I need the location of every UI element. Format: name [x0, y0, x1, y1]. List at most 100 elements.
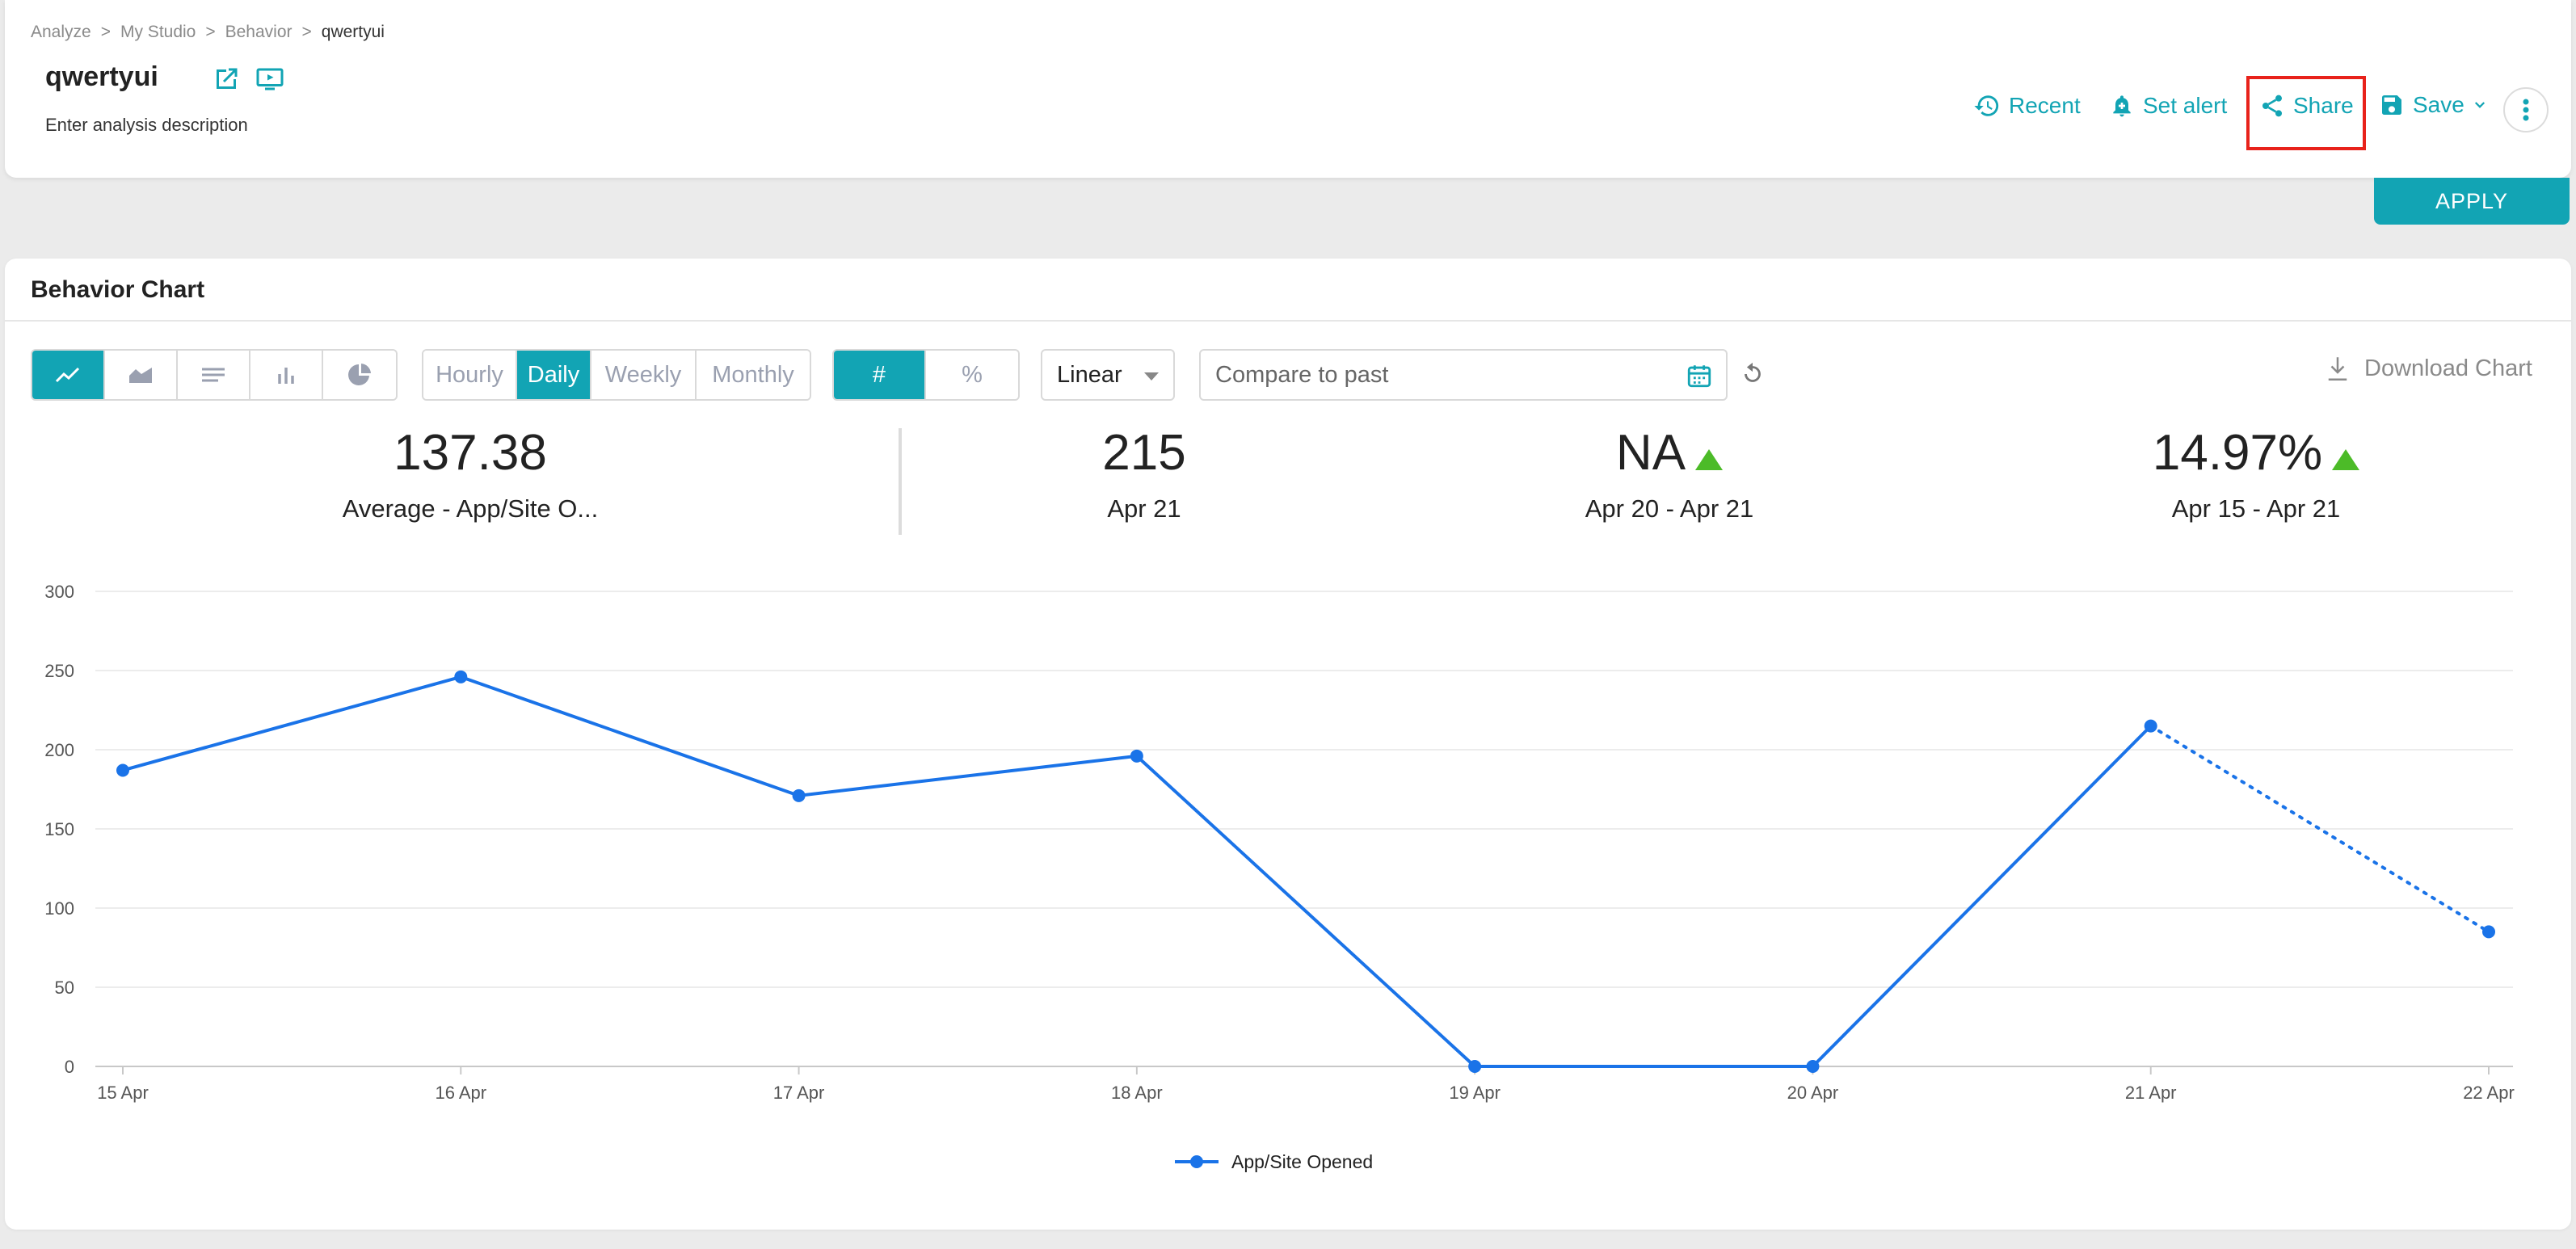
granularity-weekly[interactable]: Weekly — [591, 351, 697, 399]
breadcrumb-item-analyze[interactable]: Analyze — [31, 23, 91, 41]
stat-label: Average - App/Site O... — [342, 494, 599, 523]
behavior-line-chart: 0 50 100 150 200 250 300 15 Apr 16 Apr 17 Apr 18 A… — [44, 582, 2515, 1172]
data-point — [1806, 1060, 1820, 1073]
line-chart-icon — [55, 367, 80, 383]
x-tick-label: 15 Apr — [97, 1083, 149, 1103]
set-alert-label: Set alert — [2143, 93, 2228, 118]
stat-day-change: NA Apr 20 - Apr 21 — [1484, 428, 1855, 524]
x-tick-label: 17 Apr — [773, 1083, 825, 1103]
analysis-header: Analyze > My Studio > Behavior > qwertyu… — [5, 0, 2571, 178]
bar-horizontal-icon — [202, 368, 225, 382]
granularity-selector: Hourly Daily Weekly Monthly — [422, 349, 811, 401]
y-tick-label: 150 — [44, 819, 74, 839]
caret-down-icon — [1144, 372, 1159, 381]
legend-marker — [1190, 1155, 1203, 1168]
breadcrumb-item-behavior[interactable]: Behavior — [225, 23, 293, 41]
compare-to-past-input[interactable]: Compare to past — [1199, 349, 1728, 401]
stat-period-change: 14.97% Apr 15 - Apr 21 — [2070, 428, 2442, 524]
calendar-icon[interactable] — [1686, 362, 1713, 389]
recent-label: Recent — [2009, 93, 2081, 118]
breadcrumb-item-current: qwertyui — [321, 23, 385, 41]
y-tick-label: 250 — [44, 661, 74, 681]
download-chart-label: Download Chart — [2364, 355, 2532, 381]
share-highlight-box — [2246, 76, 2366, 150]
granularity-hourly[interactable]: Hourly — [423, 351, 517, 399]
breadcrumb: Analyze > My Studio > Behavior > qwertyu… — [31, 23, 385, 42]
open-external-icon[interactable] — [212, 65, 241, 94]
breadcrumb-separator: > — [301, 23, 312, 41]
save-label: Save — [2413, 92, 2464, 117]
presentation-icon[interactable] — [255, 65, 284, 94]
download-chart-button[interactable]: Download Chart — [2326, 354, 2532, 383]
stat-value: NA — [1615, 425, 1686, 481]
value-mode-count[interactable]: # — [834, 351, 926, 399]
set-alert-button[interactable]: Set alert — [2109, 92, 2227, 120]
area-chart-icon — [129, 368, 152, 383]
legend-label: App/Site Opened — [1231, 1151, 1373, 1172]
more-vertical-icon — [2523, 99, 2529, 121]
granularity-daily[interactable]: Daily — [517, 351, 591, 399]
save-button[interactable]: Save — [2379, 92, 2487, 118]
trend-up-icon — [2332, 449, 2360, 470]
stat-label: Apr 20 - Apr 21 — [1585, 494, 1754, 523]
stat-value: 215 — [1102, 425, 1186, 481]
more-options-button[interactable] — [2503, 87, 2549, 132]
y-tick-label: 0 — [65, 1057, 74, 1077]
share-icon — [2262, 95, 2282, 117]
compare-placeholder: Compare to past — [1215, 361, 1389, 388]
data-point — [116, 763, 129, 777]
data-point — [792, 789, 806, 802]
behavior-chart-card: Behavior Chart Hourly Daily Weekly Month… — [5, 259, 2571, 1230]
data-point — [2144, 719, 2157, 733]
analysis-description[interactable]: Enter analysis description — [45, 115, 248, 135]
data-point — [454, 670, 468, 683]
series-line-projected — [2149, 724, 2490, 934]
stat-value: 14.97% — [2152, 425, 2323, 481]
stat-label: Apr 21 — [1107, 494, 1181, 523]
divider — [5, 320, 2571, 322]
share-label: Share — [2293, 93, 2354, 118]
line-chart-button[interactable] — [32, 351, 105, 399]
y-tick-label: 200 — [44, 740, 74, 760]
scale-dropdown-value: Linear — [1057, 361, 1122, 388]
stat-label: Apr 15 - Apr 21 — [2171, 494, 2341, 523]
history-icon — [1974, 95, 1999, 116]
data-point — [2482, 925, 2495, 939]
x-tick-label: 21 Apr — [2125, 1083, 2177, 1103]
trend-up-icon — [1695, 449, 1724, 470]
chevron-down-icon — [2474, 102, 2485, 108]
x-tick-label: 22 Apr — [2463, 1083, 2515, 1103]
x-tick-label: 18 Apr — [1111, 1083, 1163, 1103]
recent-button[interactable]: Recent — [1973, 92, 2081, 120]
bell-plus-icon — [2113, 95, 2131, 117]
granularity-monthly[interactable]: Monthly — [697, 351, 810, 399]
x-tick-label: 16 Apr — [435, 1083, 486, 1103]
x-tick-label: 19 Apr — [1449, 1083, 1501, 1103]
y-tick-label: 50 — [55, 978, 74, 998]
page-title: qwertyui — [45, 61, 158, 92]
bar-horizontal-button[interactable] — [178, 351, 250, 399]
value-mode-selector: # % — [832, 349, 1020, 401]
y-tick-label: 300 — [44, 582, 74, 602]
pie-chart-button[interactable] — [323, 351, 396, 399]
data-point — [1130, 749, 1143, 763]
stat-value: 137.38 — [394, 425, 547, 481]
value-mode-percent[interactable]: % — [926, 351, 1018, 399]
apply-button[interactable]: APPLY — [2374, 178, 2570, 225]
column-chart-icon — [278, 368, 294, 384]
reset-icon[interactable] — [1739, 360, 1766, 388]
scale-dropdown[interactable]: Linear — [1041, 349, 1175, 401]
pie-chart-icon — [348, 364, 371, 385]
breadcrumb-item-my-studio[interactable]: My Studio — [120, 23, 196, 41]
stat-divider — [899, 428, 902, 535]
share-button[interactable]: Share — [2259, 92, 2354, 120]
chart-type-selector — [31, 349, 398, 401]
stat-average: 137.38 Average - App/Site O... — [268, 428, 672, 524]
column-chart-button[interactable] — [250, 351, 323, 399]
series-line — [122, 675, 2153, 1068]
area-chart-button[interactable] — [105, 351, 178, 399]
stat-latest: 215 Apr 21 — [983, 428, 1306, 524]
breadcrumb-separator: > — [205, 23, 216, 41]
x-tick-label: 20 Apr — [1787, 1083, 1839, 1103]
chart-section-title: Behavior Chart — [31, 276, 205, 303]
